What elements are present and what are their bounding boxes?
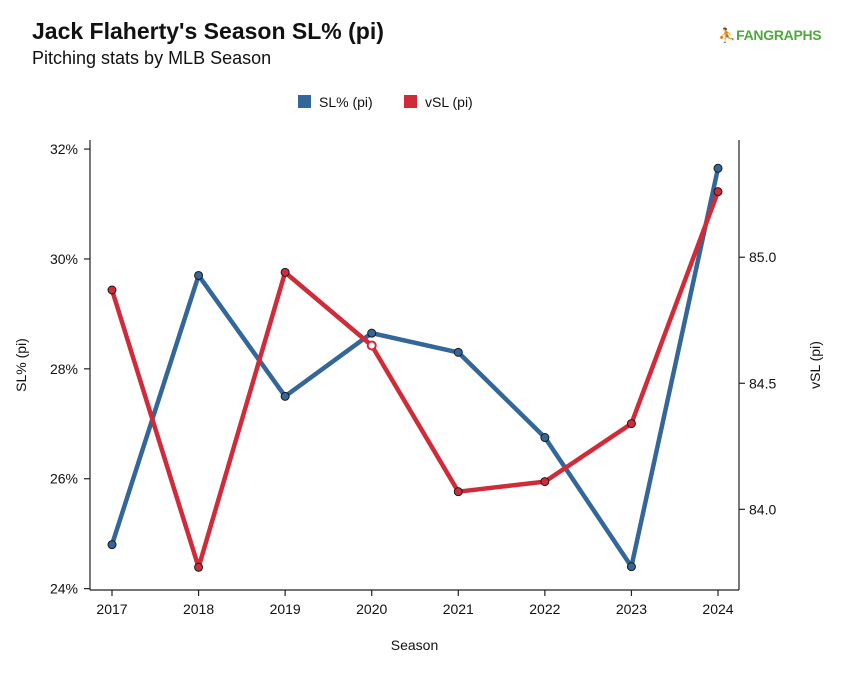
logo-mark-icon: ⛹ [718, 27, 736, 43]
legend-label: vSL (pi) [425, 94, 473, 110]
legend: SL% (pi) vSL (pi) [298, 94, 473, 110]
x-tick-label: 2021 [443, 601, 474, 617]
series-line [109, 166, 721, 569]
series-2 [107, 187, 723, 572]
data-point[interactable] [280, 391, 290, 401]
legend-swatch [404, 95, 417, 108]
x-tick-label: 2020 [356, 601, 387, 617]
data-point[interactable] [453, 487, 463, 497]
x-tick-label: 2023 [616, 601, 647, 617]
right-axis-label: vSL (pi) [807, 341, 823, 389]
series-1 [107, 163, 723, 572]
logo-text: FANGRAPHS [736, 27, 822, 43]
data-point[interactable] [626, 562, 636, 572]
axes: 24% 26% 28% 30% 32% 84.0 84.5 85.0 2017 2018 2019 2… [13, 140, 823, 653]
chart-subtitle: Pitching stats by MLB Season [32, 48, 272, 68]
left-tick-label: 28% [50, 361, 78, 377]
data-point[interactable] [107, 540, 117, 550]
left-tick-label: 32% [50, 141, 78, 157]
x-tick-label: 2024 [702, 601, 733, 617]
legend-swatch [298, 95, 311, 108]
data-point[interactable] [713, 187, 723, 197]
x-tick-label: 2017 [96, 601, 127, 617]
data-point[interactable] [626, 419, 636, 429]
data-point[interactable] [453, 347, 463, 357]
data-point[interactable] [713, 163, 723, 173]
data-point[interactable] [367, 328, 377, 338]
x-axis-label: Season [391, 637, 438, 653]
data-point[interactable] [194, 562, 204, 572]
right-tick-label: 84.0 [749, 501, 776, 517]
data-point[interactable] [540, 433, 550, 443]
right-tick-label: 85.0 [749, 249, 776, 265]
right-tick-label: 84.5 [749, 375, 776, 391]
x-tick-label: 2018 [183, 601, 214, 617]
left-tick-label: 26% [50, 471, 78, 487]
left-axis-label: SL% (pi) [13, 338, 29, 392]
data-point[interactable] [194, 270, 204, 280]
series-group [107, 163, 723, 572]
data-point[interactable] [107, 285, 117, 295]
legend-label: SL% (pi) [319, 94, 373, 110]
series-line [109, 189, 721, 570]
data-point[interactable] [280, 267, 290, 277]
data-point[interactable] [366, 340, 377, 351]
data-point[interactable] [540, 477, 550, 487]
left-tick-label: 30% [50, 251, 78, 267]
x-tick-label: 2022 [529, 601, 560, 617]
left-tick-label: 24% [50, 581, 78, 597]
chart-title: Jack Flaherty's Season SL% (pi) [32, 18, 384, 44]
fangraphs-logo: ⛹FANGRAPHS [718, 27, 822, 44]
x-tick-label: 2019 [270, 601, 301, 617]
